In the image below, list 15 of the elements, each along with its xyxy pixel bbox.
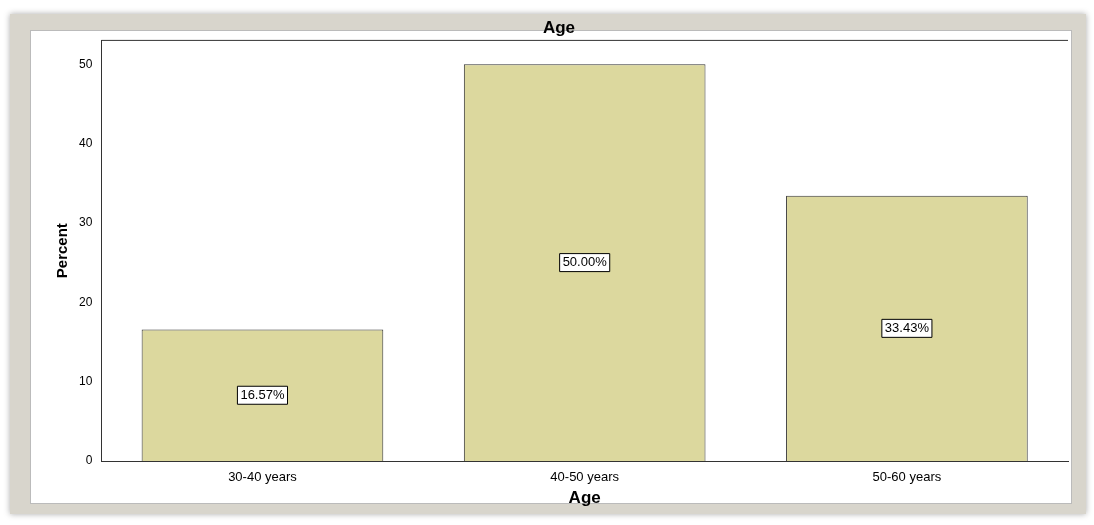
data-label: 33.43% <box>884 319 930 335</box>
y-tick-label: 50 <box>78 56 93 71</box>
x-axis-title: Age <box>568 488 601 508</box>
y-tick-label: 30 <box>78 215 93 230</box>
y-axis-title: Percent <box>53 223 71 279</box>
y-tick-label: 0 <box>85 453 93 468</box>
x-tick-label: 50-60 years <box>872 469 942 485</box>
data-label: 50.00% <box>562 254 608 270</box>
chart-title: Age <box>542 17 576 37</box>
x-tick-label: 30-40 years <box>228 469 298 485</box>
y-tick-label: 40 <box>78 135 93 150</box>
y-tick-label: 10 <box>78 373 93 388</box>
data-label: 16.57% <box>240 386 285 402</box>
x-tick-label: 40-50 years <box>550 469 620 485</box>
y-tick-label: 20 <box>78 294 93 309</box>
